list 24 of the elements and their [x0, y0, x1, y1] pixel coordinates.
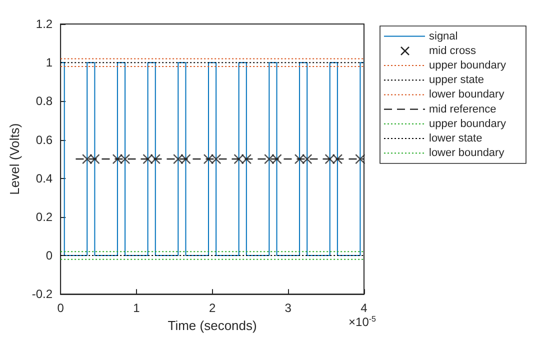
x-tick-label: 4 [360, 301, 368, 316]
x-tick-label: 3 [284, 301, 292, 316]
y-tick-label: 1 [46, 56, 53, 70]
y-tick-label: 0 [46, 248, 53, 263]
x-axis-title: Time (seconds) [168, 318, 257, 333]
legend-label: mid cross [429, 44, 477, 57]
y-tick-label: 0.2 [36, 210, 53, 224]
y-axis-title: Level (Volts) [7, 123, 22, 195]
legend-label: upper boundary [429, 60, 507, 72]
x-tick-label: 0 [57, 301, 64, 316]
y-tick-label: 0.8 [36, 94, 53, 108]
legend-label: mid reference [429, 103, 496, 116]
legend-label: lower boundary [429, 147, 505, 160]
legend-label: signal [429, 30, 458, 42]
y-tick-label: 1.2 [36, 17, 53, 31]
y-tick-label: 0.6 [36, 132, 53, 147]
legend-label: lower boundary [429, 88, 505, 101]
legend-label: upper state [429, 74, 484, 86]
y-tick-label: -0.2 [32, 287, 53, 302]
legend-label: lower state [429, 132, 482, 144]
x-tick-label: 2 [208, 301, 216, 316]
legend-label: upper boundary [429, 118, 507, 130]
x-tick-label: 1 [133, 301, 140, 316]
y-tick-label: 0.4 [36, 171, 53, 186]
